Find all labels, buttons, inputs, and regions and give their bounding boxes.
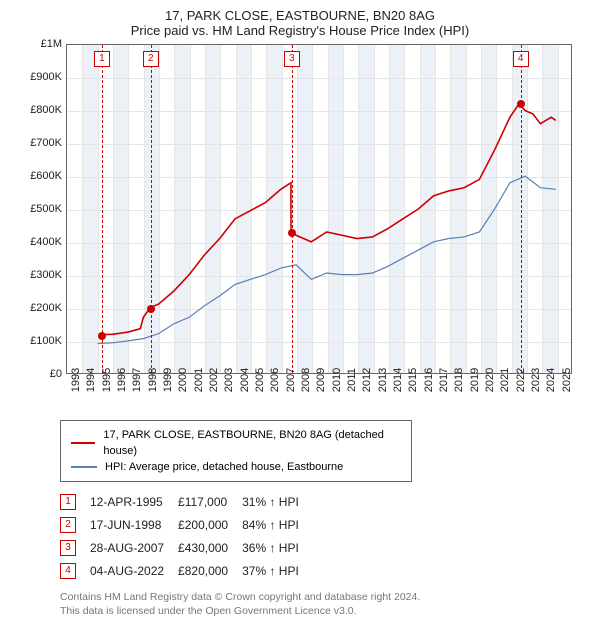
x-tick-label: 1995 xyxy=(101,368,113,392)
sales-table: 1 12-APR-1995£117,00031% ↑ HPI 2 17-JUN-199… xyxy=(60,490,313,582)
sale-marker-line xyxy=(521,45,522,373)
footer-line: Contains HM Land Registry data © Crown c… xyxy=(60,590,588,604)
legend-item: 17, PARK CLOSE, EASTBOURNE, BN20 8AG (de… xyxy=(71,427,401,459)
y-tick-label: £700K xyxy=(22,137,62,149)
y-tick-label: £500K xyxy=(22,203,62,215)
y-tick-label: £900K xyxy=(22,71,62,83)
x-tick-label: 2016 xyxy=(423,368,435,392)
x-tick-label: 2012 xyxy=(361,368,373,392)
x-tick-label: 2009 xyxy=(315,368,327,392)
legend-swatch xyxy=(71,466,97,468)
x-tick-label: 2001 xyxy=(193,368,205,392)
chart: £0 £100K £200K £300K £400K £500K £600K £700K £80… xyxy=(22,44,582,414)
sale-marker-line xyxy=(151,45,152,373)
table-row: 3 28-AUG-2007£430,00036% ↑ HPI xyxy=(60,536,313,559)
y-tick-label: £1M xyxy=(22,38,62,50)
sale-date: 04-AUG-2022 xyxy=(90,559,178,582)
x-tick-label: 2007 xyxy=(285,368,297,392)
sale-index-box: 2 xyxy=(60,517,76,533)
sale-marker-dot xyxy=(517,100,525,108)
sale-delta: 36% ↑ HPI xyxy=(242,536,313,559)
legend-swatch xyxy=(71,442,95,444)
legend-item: HPI: Average price, detached house, East… xyxy=(71,459,401,475)
x-tick-label: 2002 xyxy=(208,368,220,392)
x-tick-label: 1996 xyxy=(116,368,128,392)
chart-title: 17, PARK CLOSE, EASTBOURNE, BN20 8AG xyxy=(12,8,588,23)
x-tick-label: 2018 xyxy=(453,368,465,392)
footer: Contains HM Land Registry data © Crown c… xyxy=(60,590,588,618)
sale-marker-dot xyxy=(288,229,296,237)
x-tick-label: 2015 xyxy=(407,368,419,392)
series-lines xyxy=(67,45,571,373)
x-tick-label: 2025 xyxy=(561,368,573,392)
y-tick-label: £400K xyxy=(22,236,62,248)
x-tick-label: 2005 xyxy=(254,368,266,392)
x-tick-label: 2021 xyxy=(499,368,511,392)
sale-price: £430,000 xyxy=(178,536,242,559)
x-tick-label: 2023 xyxy=(530,368,542,392)
legend-label: 17, PARK CLOSE, EASTBOURNE, BN20 8AG (de… xyxy=(103,427,401,459)
sale-price: £200,000 xyxy=(178,513,242,536)
sale-index-box: 1 xyxy=(60,494,76,510)
sale-marker-label: 1 xyxy=(94,51,110,67)
y-tick-label: £200K xyxy=(22,302,62,314)
table-row: 4 04-AUG-2022£820,00037% ↑ HPI xyxy=(60,559,313,582)
x-tick-label: 1994 xyxy=(85,368,97,392)
y-tick-label: £800K xyxy=(22,104,62,116)
x-tick-label: 2011 xyxy=(346,368,358,392)
x-tick-label: 2019 xyxy=(469,368,481,392)
x-tick-label: 1993 xyxy=(70,368,82,392)
x-tick-label: 2000 xyxy=(177,368,189,392)
x-tick-label: 2006 xyxy=(269,368,281,392)
legend: 17, PARK CLOSE, EASTBOURNE, BN20 8AG (de… xyxy=(60,420,412,482)
x-tick-label: 2003 xyxy=(223,368,235,392)
x-tick-label: 2013 xyxy=(377,368,389,392)
x-tick-label: 1999 xyxy=(162,368,174,392)
x-tick-label: 2017 xyxy=(438,368,450,392)
sale-marker-label: 4 xyxy=(513,51,529,67)
sale-marker-line xyxy=(292,45,293,373)
sale-index-box: 3 xyxy=(60,540,76,556)
series-line xyxy=(98,176,556,343)
sale-date: 17-JUN-1998 xyxy=(90,513,178,536)
sale-date: 12-APR-1995 xyxy=(90,490,178,513)
y-tick-label: £100K xyxy=(22,335,62,347)
plot-area: 1 2 3 4 xyxy=(66,44,572,374)
x-tick-label: 1998 xyxy=(147,368,159,392)
legend-label: HPI: Average price, detached house, East… xyxy=(105,459,343,475)
sale-date: 28-AUG-2007 xyxy=(90,536,178,559)
footer-line: This data is licensed under the Open Gov… xyxy=(60,604,588,618)
x-tick-label: 1997 xyxy=(131,368,143,392)
x-tick-label: 2004 xyxy=(239,368,251,392)
sale-marker-dot xyxy=(147,305,155,313)
y-tick-label: £600K xyxy=(22,170,62,182)
x-tick-label: 2010 xyxy=(331,368,343,392)
sale-marker-dot xyxy=(98,332,106,340)
x-tick-label: 2022 xyxy=(515,368,527,392)
sale-delta: 84% ↑ HPI xyxy=(242,513,313,536)
sale-index-box: 4 xyxy=(60,563,76,579)
chart-subtitle: Price paid vs. HM Land Registry's House … xyxy=(12,23,588,38)
sale-delta: 31% ↑ HPI xyxy=(242,490,313,513)
sale-marker-label: 2 xyxy=(143,51,159,67)
sale-price: £117,000 xyxy=(178,490,242,513)
sale-marker-label: 3 xyxy=(284,51,300,67)
sale-price: £820,000 xyxy=(178,559,242,582)
x-tick-label: 2008 xyxy=(300,368,312,392)
sale-marker-line xyxy=(102,45,103,373)
x-tick-label: 2024 xyxy=(545,368,557,392)
y-tick-label: £300K xyxy=(22,269,62,281)
sale-delta: 37% ↑ HPI xyxy=(242,559,313,582)
table-row: 1 12-APR-1995£117,00031% ↑ HPI xyxy=(60,490,313,513)
x-tick-label: 2020 xyxy=(484,368,496,392)
y-tick-label: £0 xyxy=(22,368,62,380)
table-row: 2 17-JUN-1998£200,00084% ↑ HPI xyxy=(60,513,313,536)
x-tick-label: 2014 xyxy=(392,368,404,392)
